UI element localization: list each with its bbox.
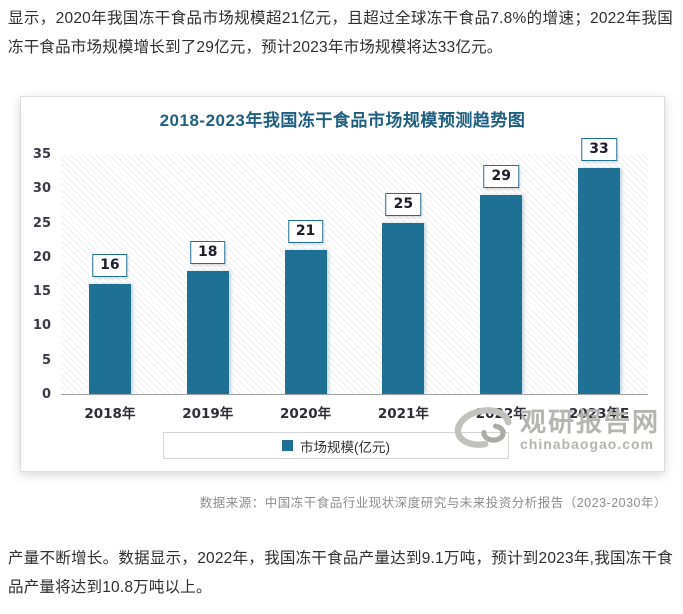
- y-tick-label: 30: [32, 181, 51, 197]
- x-tick-label: 2023年E: [568, 406, 630, 422]
- watermark-site-domain: chinabaogao.com: [519, 435, 655, 452]
- x-tick-label: 2021年: [377, 406, 429, 422]
- bar-value-label: 16: [92, 254, 128, 277]
- bar-2020年: [284, 250, 327, 394]
- legend: 市场规模(亿元): [163, 432, 509, 459]
- x-tick-label: 2020年: [280, 406, 332, 422]
- y-tick-label: 15: [32, 284, 51, 300]
- y-tick-label: 25: [32, 215, 51, 231]
- bar-value-label: 18: [189, 241, 226, 264]
- bar-2023年E: [578, 168, 621, 394]
- y-tick-label: 0: [41, 387, 51, 402]
- chart-title: 2018-2023年我国冻干食品市场规模预测趋势图: [159, 111, 526, 130]
- bar-2018年: [88, 284, 131, 394]
- bar-2019年: [186, 271, 229, 394]
- outro-paragraph: 产量不断增长。数据显示，2022年，我国冻干食品产量达到9.1万吨，预计到202…: [8, 550, 673, 596]
- y-tick-label: 10: [32, 318, 51, 334]
- y-tick-label: 20: [32, 249, 51, 265]
- bar-column: 29: [452, 154, 550, 394]
- bar-column: 16: [61, 154, 159, 394]
- legend-label: 市场规模(亿元): [300, 439, 390, 455]
- y-tick-label: 5: [41, 352, 51, 368]
- legend-swatch-icon: [282, 440, 293, 451]
- y-axis: 0 5 10 15 20 25 30 35: [21, 147, 57, 402]
- bar-value-label: 29: [483, 165, 519, 188]
- bar-2021年: [382, 223, 425, 394]
- x-tick-label: 2022年: [475, 406, 527, 422]
- bar-value-label: 21: [287, 220, 324, 243]
- bar-value-label: 33: [581, 138, 617, 161]
- data-source-caption: 数据来源：中国冻干食品行业现状深度研究与未来投资分析报告（2023-2030年）: [199, 496, 667, 510]
- bar-column: 25: [354, 154, 452, 394]
- bar-2022年: [480, 195, 523, 394]
- bar-column: 21: [257, 154, 355, 394]
- y-tick-label: 35: [32, 147, 51, 162]
- bar-column: 33: [550, 138, 648, 394]
- x-tick-label: 2018年: [84, 406, 136, 422]
- x-axis: 2018年 2019年 2020年 2021年 2022年 2023年E: [61, 402, 648, 422]
- bar-column: 18: [159, 154, 257, 394]
- plot-area: 16 18 21 25 29 33: [61, 138, 648, 395]
- bar-value-label: 25: [385, 193, 422, 216]
- chart-card: 2018-2023年我国冻干食品市场规模预测趋势图 0 5 10 15 20 25 30 35…: [20, 96, 665, 472]
- intro-paragraph: 显示，2020年我国冻干食品市场规模超21亿元，且超过全球冻干食品7.8%的增速…: [8, 10, 673, 56]
- x-tick-label: 2019年: [182, 406, 234, 422]
